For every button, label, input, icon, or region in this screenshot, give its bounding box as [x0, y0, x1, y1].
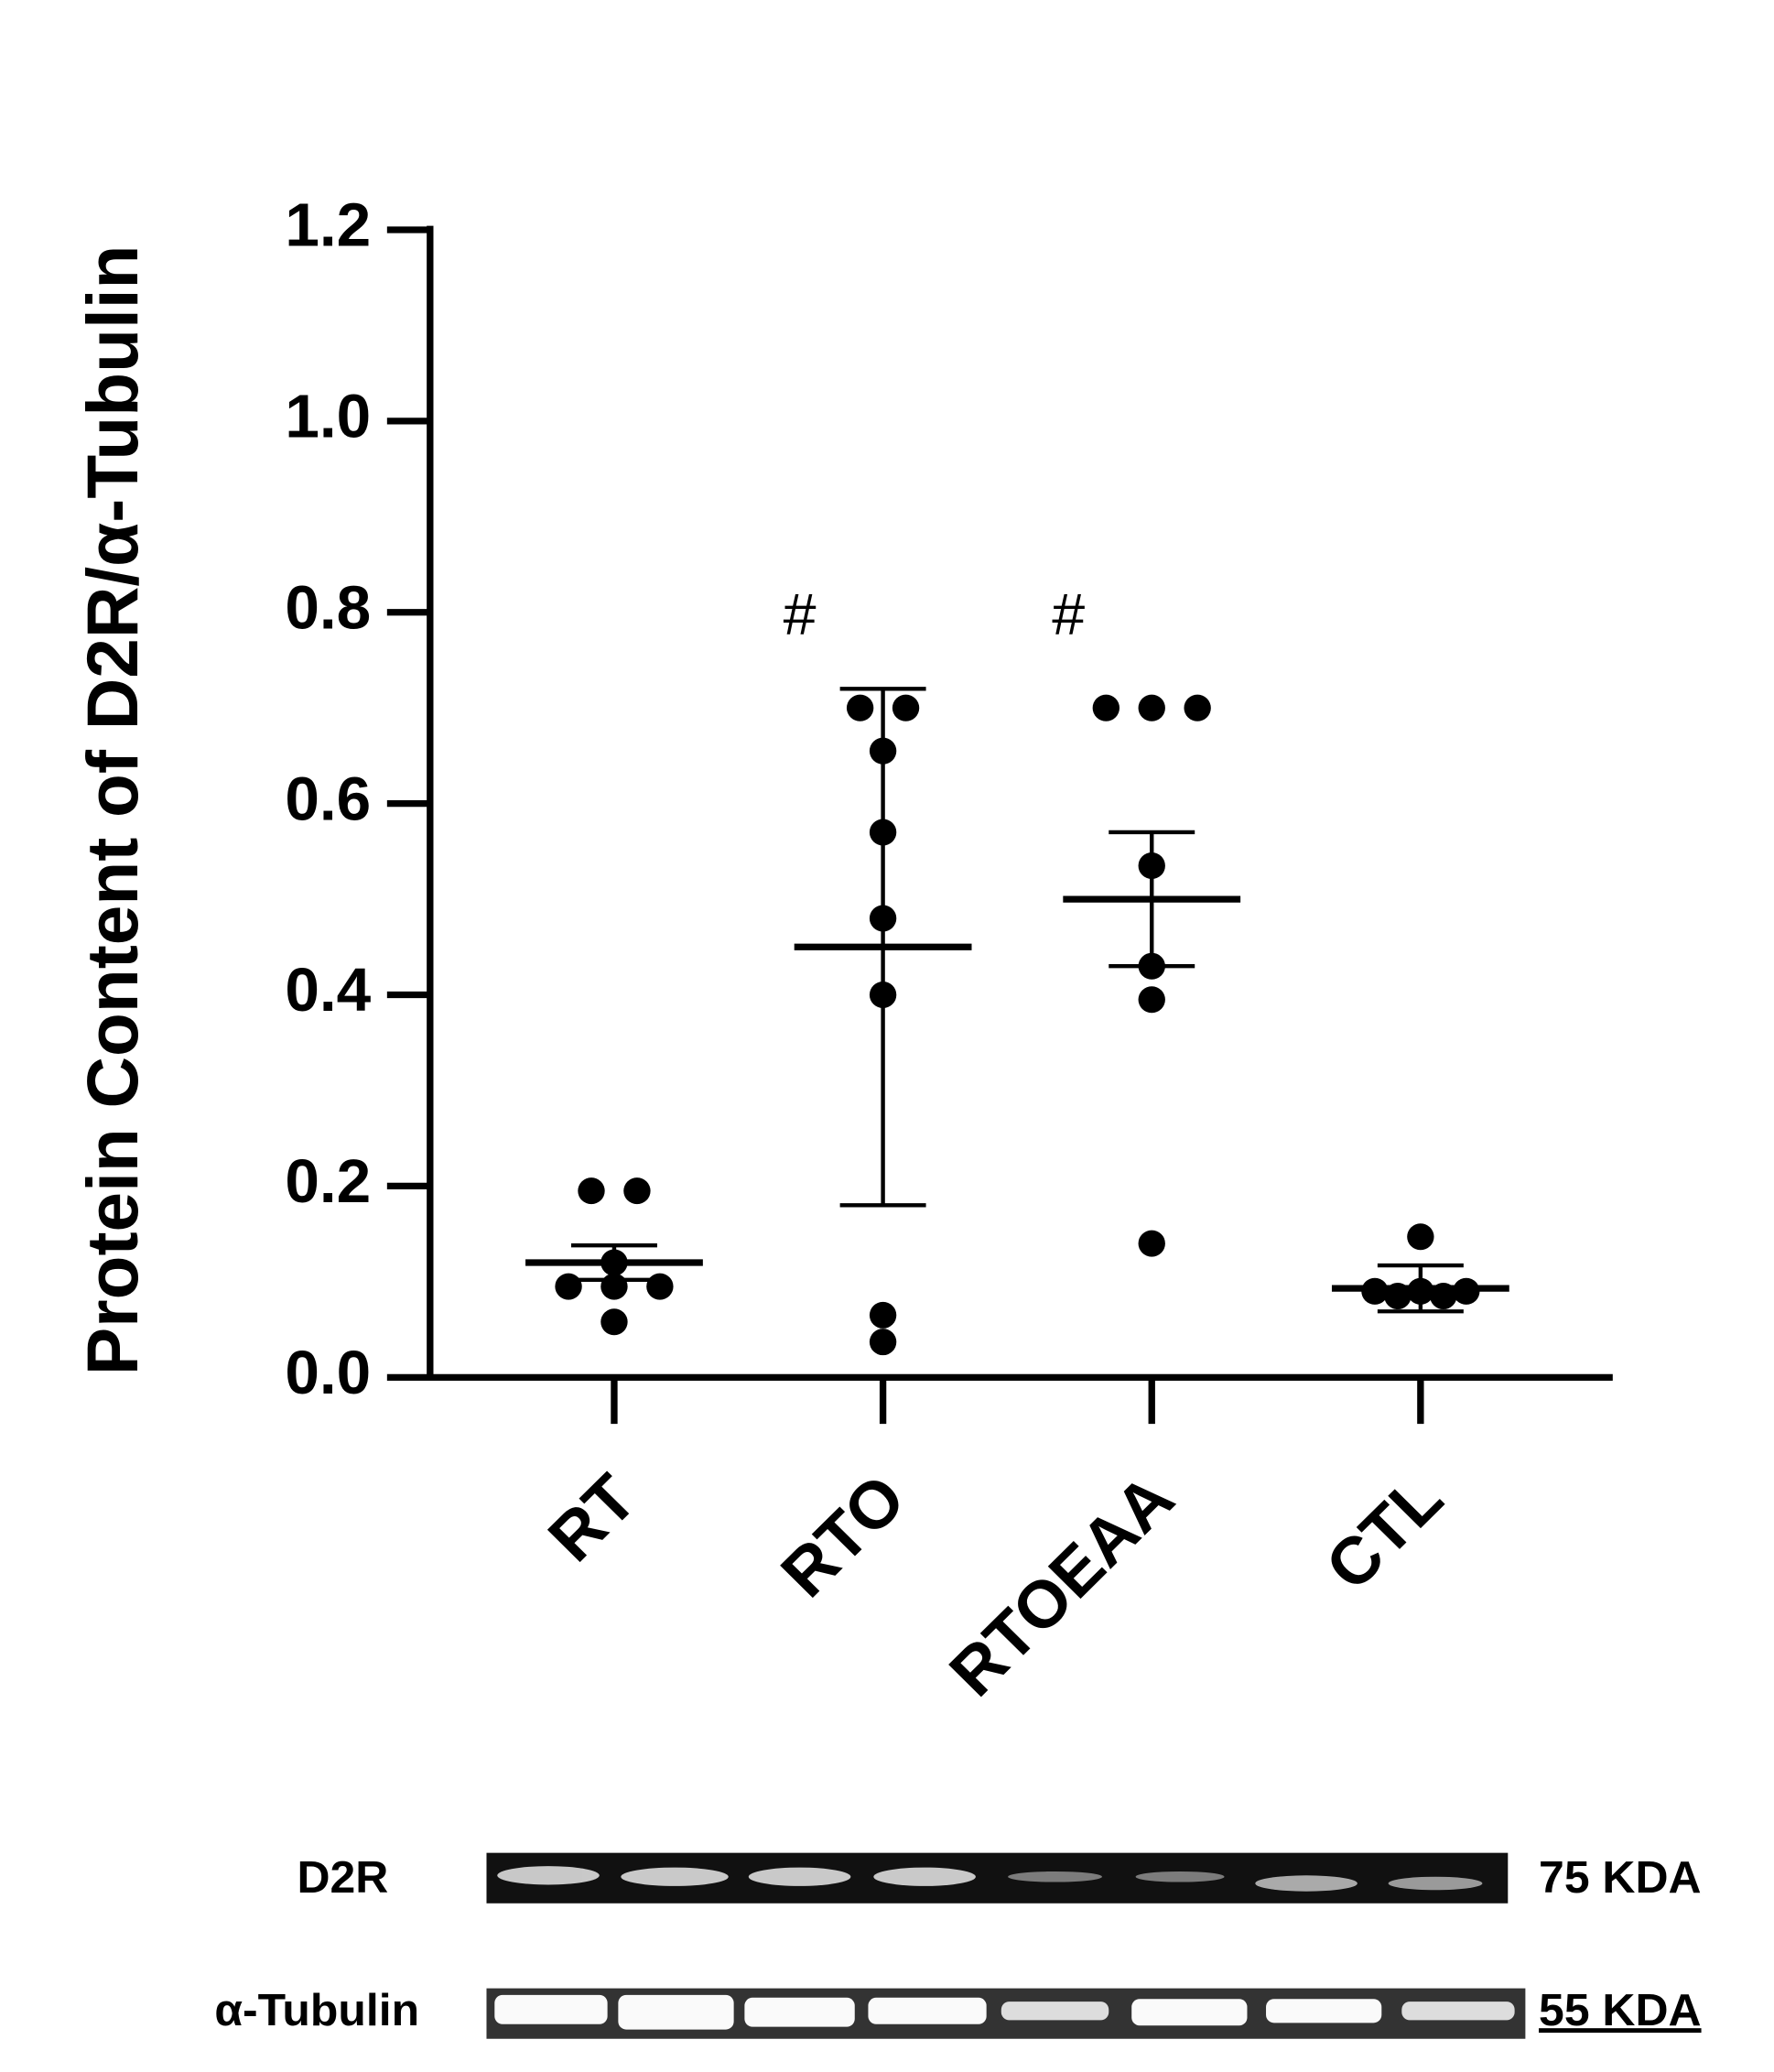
x-tick-label: RT — [535, 1460, 651, 1575]
data-point — [869, 1301, 897, 1329]
data-point — [1138, 1230, 1165, 1257]
data-point — [623, 1177, 651, 1205]
blot-label: α-Tubulin — [214, 1984, 419, 2035]
x-tick-label: RTOEAA — [936, 1460, 1188, 1710]
data-point — [1138, 986, 1165, 1014]
blot-size: 55 KDA — [1539, 1984, 1702, 2035]
blot-label: D2R — [297, 1851, 388, 1903]
data-point — [646, 1273, 674, 1300]
data-point — [1138, 694, 1165, 721]
x-tick-label: CTL — [1312, 1460, 1457, 1604]
blot-d2r — [486, 1852, 1509, 1904]
y-tick-label: 1.2 — [285, 191, 371, 260]
data-point — [1407, 1223, 1434, 1251]
data-point — [578, 1177, 605, 1205]
data-point — [846, 694, 874, 721]
y-tick-label: 0.8 — [285, 574, 371, 643]
y-axis-label: Protein Content of D2R/α-Tubulin — [72, 245, 154, 1375]
data-point — [600, 1308, 628, 1336]
y-tick-label: 0.6 — [285, 765, 371, 834]
data-point — [555, 1273, 582, 1300]
y-tick-label: 0.4 — [285, 957, 371, 1025]
data-point — [869, 1329, 897, 1356]
y-tick-label: 0.2 — [285, 1147, 371, 1216]
blot-size: 75 KDA — [1539, 1851, 1702, 1903]
x-tick-label: RTO — [767, 1460, 919, 1611]
y-tick-label: 0.0 — [285, 1339, 371, 1407]
significance-mark: # — [1052, 581, 1085, 647]
y-tick-label: 1.0 — [285, 383, 371, 451]
blot-tubulin — [486, 1988, 1526, 2039]
data-point — [1092, 694, 1120, 721]
significance-mark: # — [784, 581, 817, 647]
data-point — [892, 694, 920, 721]
data-point — [1184, 694, 1211, 721]
